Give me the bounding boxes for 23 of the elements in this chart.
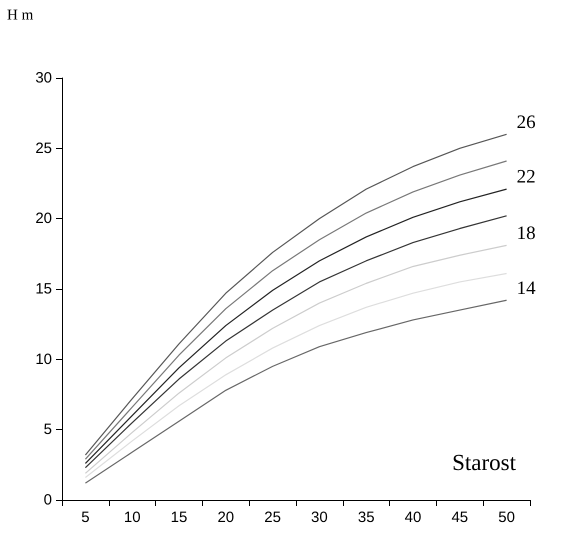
x-tick-label: 10 — [124, 509, 141, 526]
series-label: 26 — [516, 112, 536, 133]
x-tick-label: 35 — [358, 509, 375, 526]
x-tick-label: 50 — [498, 509, 515, 526]
x-tick-label: 30 — [311, 509, 328, 526]
series-label: 14 — [516, 278, 536, 299]
series-label: 22 — [516, 166, 536, 188]
series-label: 18 — [516, 222, 536, 244]
x-tick-label: 5 — [81, 509, 90, 526]
y-tick-label: 25 — [35, 140, 52, 157]
x-tick-label: 20 — [217, 509, 234, 526]
y-tick-label: 10 — [35, 350, 52, 368]
x-axis-title: Starost — [452, 450, 517, 475]
y-tick-label: 5 — [44, 421, 52, 438]
x-tick-label: 40 — [404, 509, 422, 526]
x-tick-label: 45 — [451, 509, 468, 526]
x-tick-label: 25 — [264, 509, 281, 526]
y-tick-label: 15 — [35, 280, 52, 298]
y-tick-label: 30 — [35, 70, 52, 86]
y-axis-title: H m — [7, 8, 34, 24]
y-tick-label: 0 — [44, 492, 52, 508]
y-tick-label: 20 — [35, 210, 52, 228]
x-tick-label: 15 — [170, 509, 188, 526]
